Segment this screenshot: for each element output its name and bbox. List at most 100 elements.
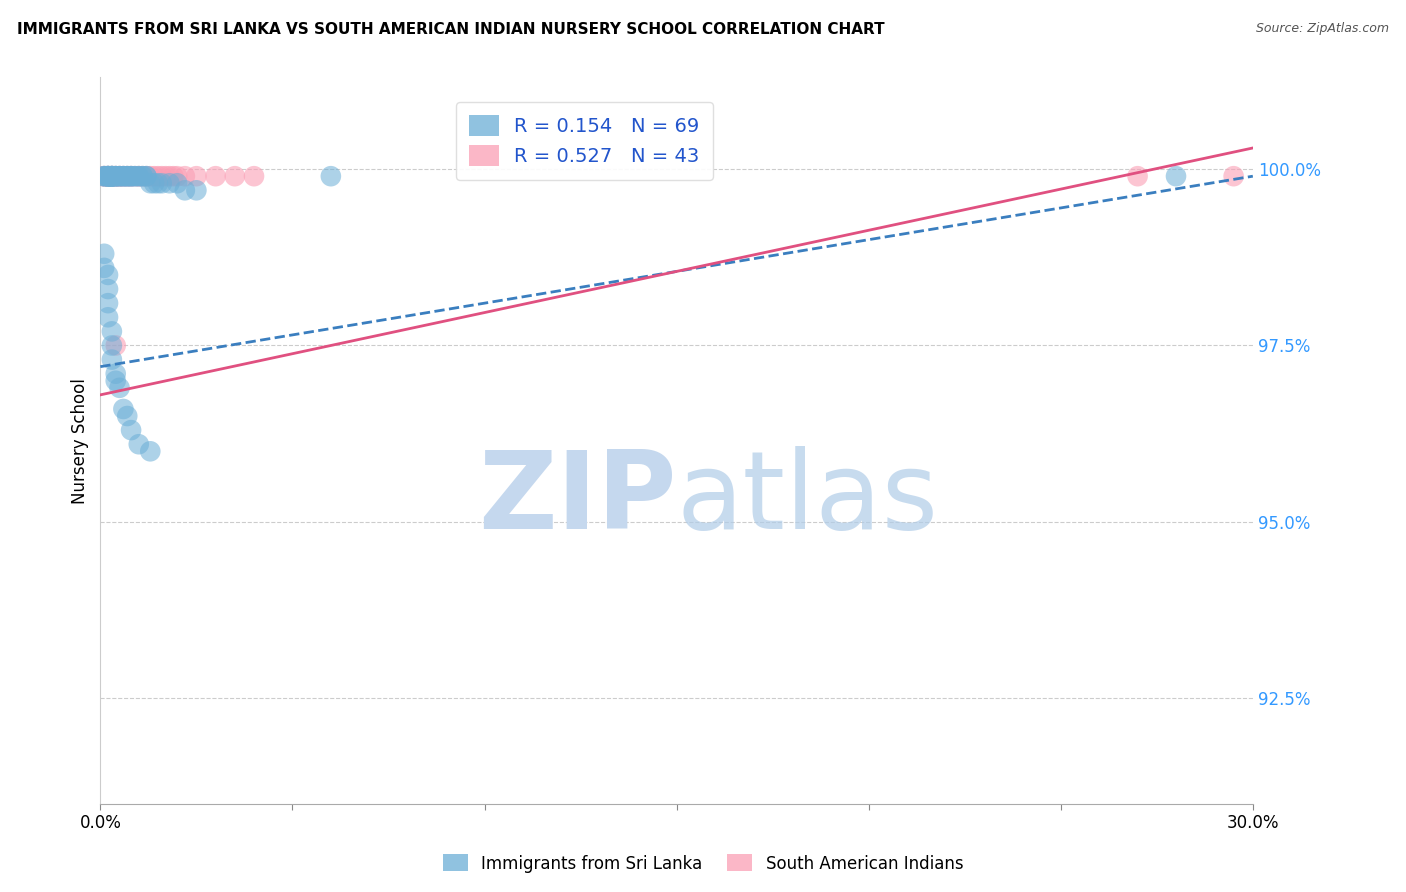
Point [1126, 169, 1149, 184]
Point [173, 169, 195, 184]
Point [112, 169, 135, 184]
Point [97, 296, 120, 310]
Point [101, 169, 124, 184]
Point [319, 169, 342, 184]
Point [139, 444, 162, 458]
Text: IMMIGRANTS FROM SRI LANKA VS SOUTH AMERICAN INDIAN NURSERY SCHOOL CORRELATION CH: IMMIGRANTS FROM SRI LANKA VS SOUTH AMERI… [17, 22, 884, 37]
Point [101, 169, 124, 184]
Point [128, 169, 150, 184]
Point [162, 169, 184, 184]
Point [112, 169, 135, 184]
Legend: R = 0.154   N = 69, R = 0.527   N = 43: R = 0.154 N = 69, R = 0.527 N = 43 [456, 102, 713, 180]
Point [146, 176, 169, 190]
Point [104, 169, 127, 184]
Point [115, 169, 138, 184]
Point [131, 169, 153, 184]
Point [97, 169, 120, 184]
Text: ZIP: ZIP [478, 446, 676, 552]
Point [243, 169, 266, 184]
Point [128, 169, 150, 184]
Point [97, 268, 120, 282]
Point [108, 169, 131, 184]
Point [120, 169, 142, 184]
Point [128, 437, 150, 451]
Point [101, 169, 124, 184]
Point [112, 169, 135, 184]
Point [159, 176, 181, 190]
Point [143, 169, 166, 184]
Point [97, 310, 120, 325]
Point [1164, 169, 1187, 184]
Point [101, 169, 124, 184]
Point [115, 169, 138, 184]
Point [108, 169, 131, 184]
Point [124, 169, 146, 184]
Point [112, 169, 135, 184]
Point [104, 169, 127, 184]
Point [101, 169, 124, 184]
Point [146, 169, 169, 184]
Point [139, 169, 162, 184]
Point [108, 169, 131, 184]
Point [120, 169, 142, 184]
Point [93, 247, 115, 261]
Point [131, 169, 153, 184]
Point [97, 169, 120, 184]
Point [101, 169, 124, 184]
Point [108, 169, 131, 184]
Point [124, 169, 146, 184]
Point [93, 169, 115, 184]
Point [97, 282, 120, 296]
Point [115, 169, 138, 184]
Point [97, 169, 120, 184]
Point [143, 176, 166, 190]
Point [97, 169, 120, 184]
Point [108, 169, 131, 184]
Point [112, 401, 135, 416]
Point [101, 169, 124, 184]
Text: Source: ZipAtlas.com: Source: ZipAtlas.com [1256, 22, 1389, 36]
Point [104, 169, 127, 184]
Point [93, 169, 115, 184]
Point [186, 183, 208, 197]
Point [104, 169, 127, 184]
Point [135, 169, 157, 184]
Point [112, 169, 135, 184]
Point [155, 169, 177, 184]
Point [93, 260, 115, 275]
Point [97, 169, 120, 184]
Point [101, 169, 124, 184]
Point [101, 169, 124, 184]
Point [135, 169, 157, 184]
Point [173, 183, 195, 197]
Y-axis label: Nursery School: Nursery School [72, 378, 89, 504]
Point [120, 169, 142, 184]
Point [120, 169, 142, 184]
Point [124, 169, 146, 184]
Point [186, 169, 208, 184]
Point [150, 176, 173, 190]
Point [108, 169, 131, 184]
Point [115, 169, 138, 184]
Text: atlas: atlas [676, 446, 939, 552]
Point [128, 169, 150, 184]
Point [97, 169, 120, 184]
Point [108, 381, 131, 395]
Point [97, 169, 120, 184]
Point [131, 169, 153, 184]
Point [224, 169, 246, 184]
Legend: Immigrants from Sri Lanka, South American Indians: Immigrants from Sri Lanka, South America… [436, 847, 970, 880]
Point [97, 169, 120, 184]
Point [104, 169, 127, 184]
Point [101, 352, 124, 367]
Point [120, 169, 142, 184]
Point [101, 169, 124, 184]
Point [104, 338, 127, 352]
Point [1222, 169, 1244, 184]
Point [135, 169, 157, 184]
Point [104, 169, 127, 184]
Point [97, 169, 120, 184]
Point [104, 169, 127, 184]
Point [101, 169, 124, 184]
Point [93, 169, 115, 184]
